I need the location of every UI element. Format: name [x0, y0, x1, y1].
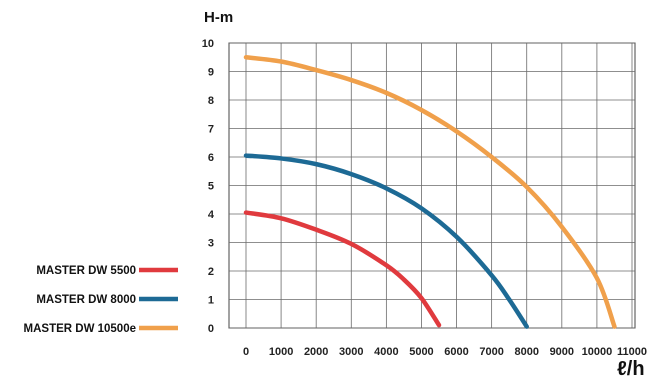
x-tick-label: 11000 — [617, 346, 647, 358]
x-tick-label: 10000 — [582, 346, 613, 358]
legend-entry-label: MASTER DW 5500 — [36, 265, 136, 277]
y-tick-label: 4 — [208, 209, 215, 221]
x-tick-label: 0 — [243, 346, 249, 358]
x-tick-label: 8000 — [514, 346, 538, 358]
legend-entry-label: MASTER DW 10500e — [24, 323, 136, 335]
x-tick-label: 6000 — [444, 346, 468, 358]
x-tick-label: 9000 — [550, 346, 574, 358]
y-tick-labels: 0 1 2 3 4 5 6 7 8 9 10 — [202, 38, 215, 335]
y-tick-label: 2 — [208, 266, 214, 278]
y-tick-label: 3 — [208, 238, 214, 250]
y-tick-label: 6 — [208, 152, 214, 164]
y-tick-label: 1 — [208, 295, 214, 307]
x-tick-label: 1000 — [269, 346, 293, 358]
series-line — [243, 210, 442, 328]
x-tick-label: 2000 — [304, 346, 328, 358]
x-tick-labels: 0 1000 2000 3000 4000 5000 6000 7000 8000 9000 100… — [243, 346, 647, 358]
series-line — [243, 55, 617, 329]
y-tick-label: 10 — [202, 38, 214, 50]
y-tick-label: 0 — [208, 323, 214, 335]
y-tick-label: 7 — [208, 124, 214, 136]
y-tick-label: 9 — [208, 67, 214, 79]
y-tick-label: 8 — [208, 95, 214, 107]
x-tick-label: 7000 — [479, 346, 503, 358]
series-curves — [243, 55, 617, 329]
series-line — [243, 153, 529, 329]
legend: MASTER DW 5500 MASTER DW 8000 MASTER DW 10… — [24, 265, 178, 335]
y-tick-label: 5 — [208, 181, 214, 193]
y-axis-title: H-m — [204, 9, 233, 26]
x-axis-title: ℓ/h — [617, 358, 645, 380]
x-tick-label: 5000 — [409, 346, 433, 358]
grid — [229, 42, 635, 329]
x-tick-label: 3000 — [339, 346, 363, 358]
legend-entry-label: MASTER DW 8000 — [36, 294, 136, 306]
x-tick-label: 4000 — [374, 346, 398, 358]
